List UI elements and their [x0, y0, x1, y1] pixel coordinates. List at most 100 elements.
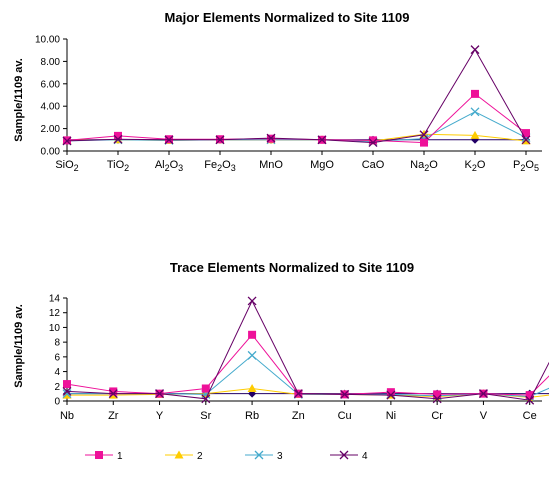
data-point: [522, 129, 530, 138]
data-point: [470, 107, 480, 117]
y-tick-label: 0: [54, 397, 60, 408]
x-tick-label: Ce: [523, 410, 537, 422]
legend-label: 4: [362, 451, 368, 462]
data-point: [419, 130, 429, 140]
data-point: [215, 135, 225, 145]
y-tick-label: 2: [54, 382, 60, 393]
chart-title: Major Elements Normalized to Site 1109: [165, 10, 410, 25]
legend-item-2: 2: [165, 450, 203, 462]
data-point: [470, 130, 480, 139]
x-tick-label: Na2O: [410, 159, 438, 173]
y-tick-label: 8: [54, 338, 60, 349]
data-point: [62, 386, 72, 396]
series-4: [62, 45, 531, 148]
series-1: [63, 89, 530, 147]
x-tick-label: Sr: [200, 410, 211, 422]
data-point: [108, 389, 118, 399]
legend-label: 3: [277, 451, 283, 462]
series-4: [62, 296, 549, 405]
legend-label: 1: [117, 451, 123, 462]
data-point: [247, 383, 257, 392]
data-point: [164, 135, 174, 145]
data-point: [248, 330, 257, 339]
x-tick-label: K2O: [465, 159, 486, 173]
data-point: [478, 389, 488, 399]
x-tick-label: V: [480, 410, 488, 422]
y-tick-label: 10.00: [35, 35, 60, 46]
y-tick-label: 8.00: [41, 57, 61, 68]
data-point: [386, 388, 395, 397]
y-tick-label: 4.00: [41, 102, 61, 113]
data-point: [433, 390, 442, 399]
x-tick-label: SiO2: [55, 159, 78, 173]
y-tick-label: 10: [49, 323, 61, 334]
legend-label: 2: [197, 451, 203, 462]
x-tick-label: Fe2O3: [204, 159, 235, 173]
data-point: [114, 131, 122, 140]
x-ticks: NbZrYSrRbZnCuNiCrVCeBa: [60, 401, 537, 422]
x-tick-label: MgO: [310, 159, 334, 171]
y-ticks: 0.00 2.00 4.00 6.00 8.00 10.00: [35, 35, 67, 158]
legend-item-1: 1: [85, 451, 123, 462]
legend-item-3: 3: [245, 450, 283, 462]
x-tick-label: Zn: [292, 410, 305, 422]
x-tick-label: TiO2: [107, 159, 129, 173]
data-point: [369, 136, 377, 145]
data-point: [317, 135, 327, 145]
data-point: [293, 389, 303, 399]
y-tick-label: 6.00: [41, 79, 61, 90]
y-tick-label: 6: [54, 352, 60, 363]
x-ticks: SiO2 TiO2 Al2O3 Fe2O3 MnO MgO CaO Na2O K2O P2O5: [55, 151, 539, 173]
data-point: [525, 391, 534, 400]
data-point: [386, 390, 396, 400]
data-point: [109, 387, 118, 396]
legend-marker: [339, 450, 349, 460]
x-tick-label: Nb: [60, 410, 74, 422]
x-tick-label: Rb: [245, 410, 259, 422]
x-tick-label: Ni: [386, 410, 396, 422]
y-tick-label: 12: [49, 308, 61, 319]
data-point: [471, 89, 479, 98]
legend: 1 2 3 4: [85, 450, 368, 462]
series-1: [63, 330, 549, 400]
series-group: [62, 296, 549, 405]
data-point: [155, 389, 164, 399]
legend-marker: [254, 450, 264, 460]
data-point: [420, 138, 428, 147]
data-point: [521, 135, 531, 145]
data-point: [247, 296, 257, 306]
y-tick-label: 14: [49, 294, 61, 305]
x-tick-label: CaO: [362, 159, 385, 171]
major-elements-chart: Major Elements Normalized to Site 1109 S…: [13, 10, 542, 173]
x-tick-label: Cu: [338, 410, 352, 422]
data-point: [470, 45, 480, 55]
data-point: [432, 394, 442, 404]
x-tick-label: Zr: [108, 410, 119, 422]
series-line: [66, 111, 527, 142]
x-tick-label: MnO: [259, 159, 283, 171]
data-point: [62, 389, 72, 399]
data-point: [63, 380, 71, 389]
x-tick-label: Y: [156, 410, 164, 422]
data-point: [62, 136, 72, 146]
data-point: [266, 133, 276, 143]
y-axis-label: Sample/1109 av.: [13, 304, 25, 388]
trace-elements-chart: Trace Elements Normalized to Site 1109 S…: [13, 260, 549, 422]
series-line: [67, 354, 549, 398]
x-tick-label: P2O5: [513, 159, 539, 173]
series-line: [66, 333, 549, 396]
x-tick-label: Cr: [431, 410, 443, 422]
y-axis-label: Sample/1109 av.: [13, 58, 25, 142]
data-point: [340, 389, 350, 399]
x-tick-label: Al2O3: [155, 159, 183, 173]
y-tick-label: 0.00: [41, 147, 61, 158]
series-line: [66, 299, 549, 401]
data-point: [201, 394, 211, 404]
chart-title: Trace Elements Normalized to Site 1109: [170, 260, 414, 275]
data-point: [113, 134, 123, 144]
y-tick-label: 4: [54, 367, 60, 378]
data-point: [247, 350, 257, 360]
y-ticks: 0 2 4 6 8 10 12 14: [49, 294, 67, 408]
legend-item-4: 4: [330, 450, 368, 462]
